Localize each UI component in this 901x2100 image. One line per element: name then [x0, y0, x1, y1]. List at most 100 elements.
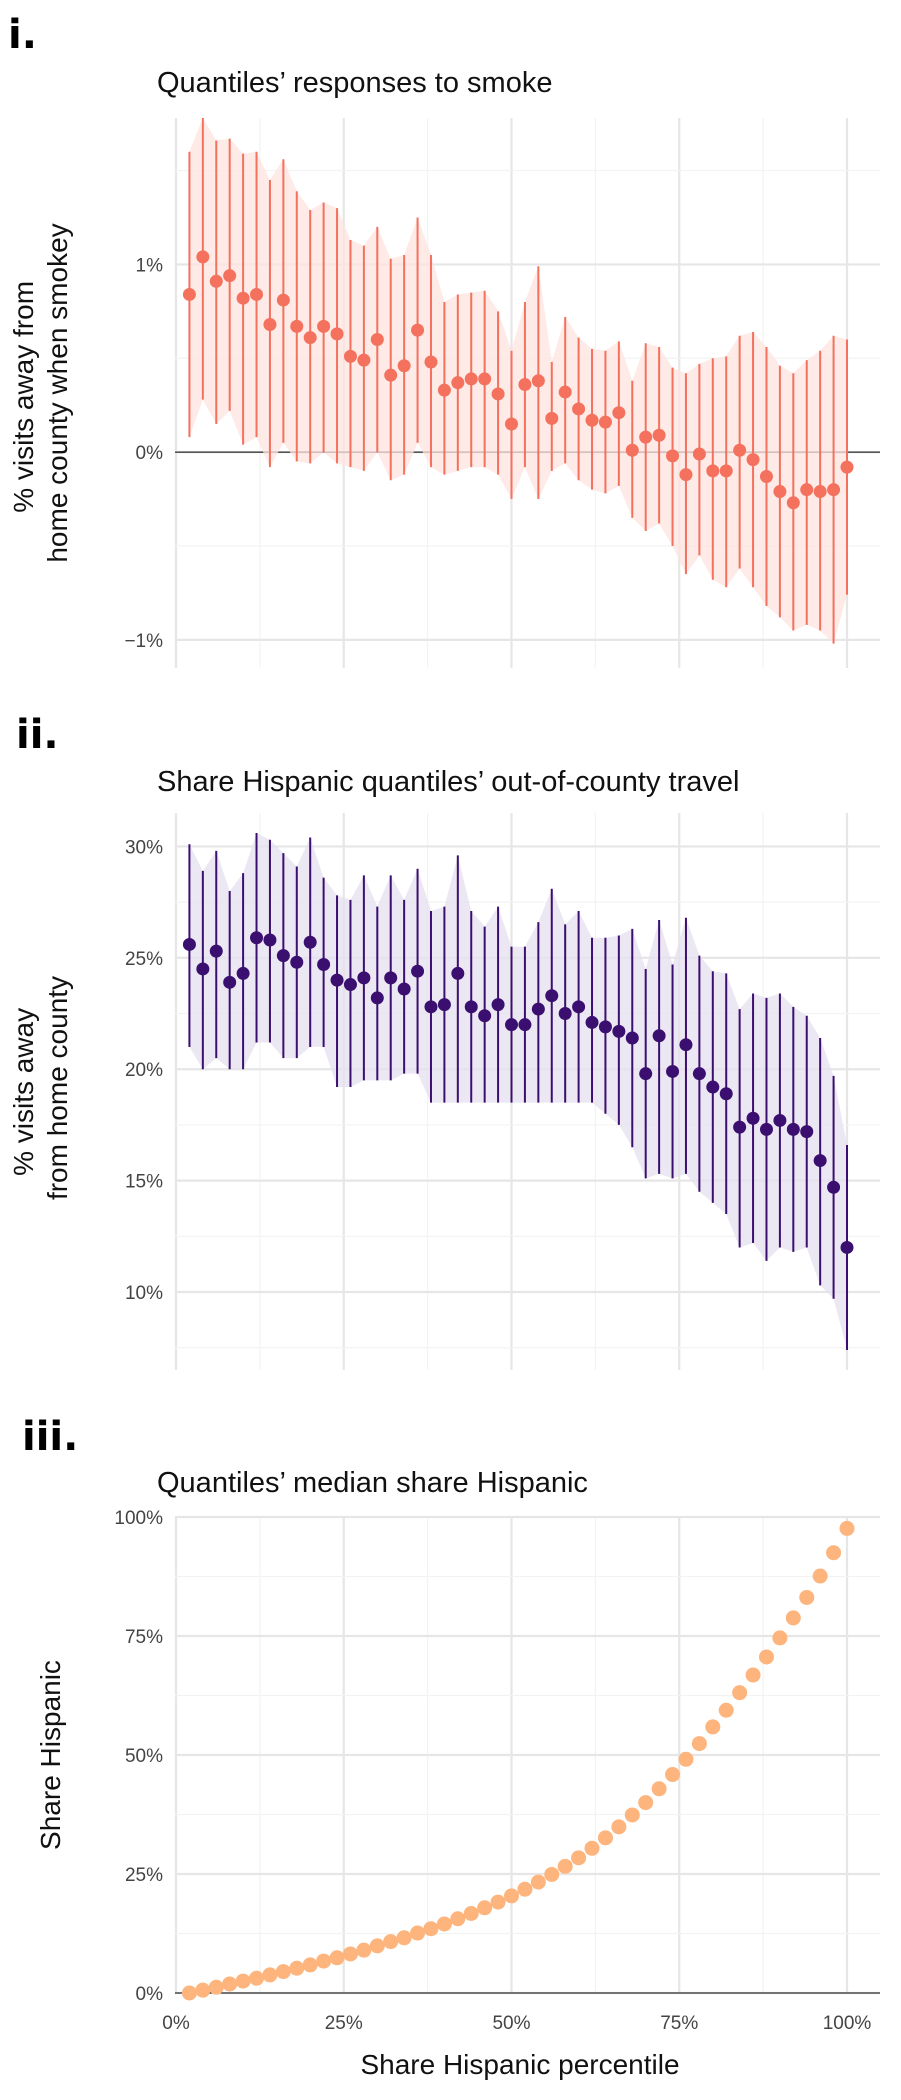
data-point [330, 973, 344, 987]
data-point [638, 1795, 654, 1811]
data-point [316, 1953, 332, 1969]
data-point [410, 1925, 426, 1941]
data-point [518, 378, 532, 392]
data-point [718, 1702, 734, 1718]
data-point [504, 1888, 519, 1904]
data-point [262, 1967, 278, 1983]
data-point [745, 1667, 761, 1683]
data-point [181, 1985, 197, 2001]
data-point [303, 935, 317, 949]
y-tick-label: 0% [136, 443, 164, 464]
x-tick-label: 50% [492, 2013, 530, 2034]
panel-iii-y-ticks: 0% 25% 50% 75% 100% [114, 1508, 163, 2005]
y-tick-label: 25% [125, 949, 163, 970]
panel-i-y-ticks: −1% 0% 1% [124, 255, 163, 651]
data-point [558, 385, 572, 399]
data-point [759, 1122, 773, 1136]
data-point [758, 1649, 774, 1665]
data-point [786, 1122, 800, 1136]
data-point [812, 1568, 828, 1584]
data-point [182, 287, 196, 301]
panel-ii: ii. Share Hispanic quantiles’ out-of-cou… [8, 712, 880, 1370]
data-point [437, 383, 451, 397]
data-point [275, 1964, 291, 1980]
data-point [572, 1000, 586, 1014]
data-point [705, 1719, 721, 1735]
data-point [250, 287, 264, 301]
data-point [222, 1976, 238, 1992]
panel-i-y-axis-title-line-1: % visits away from [8, 281, 39, 513]
data-point [478, 1009, 492, 1023]
data-point [612, 1024, 626, 1038]
panel-iii-title: Quantiles’ median share Hispanic [157, 1467, 588, 1499]
y-tick-label: 20% [125, 1060, 163, 1081]
data-point [196, 962, 210, 976]
data-point [342, 1946, 358, 1962]
data-point [678, 1751, 694, 1767]
panel-i-title: Quantiles’ responses to smoke [157, 67, 552, 99]
panel-ii-y-axis-title: % visits away from home county [8, 976, 73, 1200]
data-point [666, 449, 680, 463]
data-point [799, 1589, 815, 1605]
data-point [545, 989, 559, 1003]
data-point [196, 250, 210, 264]
y-tick-label: 25% [125, 1865, 163, 1886]
panel-iii-y-axis-title-line-1: Share Hispanic [35, 1660, 66, 1850]
x-tick-label: 75% [660, 2013, 698, 2034]
data-point [706, 1080, 720, 1094]
data-point [719, 464, 733, 478]
data-point [250, 931, 264, 945]
data-point [557, 1858, 573, 1874]
data-point [370, 333, 384, 347]
data-point [437, 998, 451, 1012]
confidence-band [189, 833, 847, 1350]
data-point [800, 1125, 814, 1139]
data-point [518, 1018, 532, 1032]
data-point [209, 274, 223, 288]
data-point [195, 1982, 211, 1998]
data-point [639, 430, 653, 444]
panel-i-points [182, 250, 854, 510]
data-point [236, 291, 250, 305]
data-point [491, 387, 505, 401]
x-tick-label: 0% [162, 2013, 190, 2034]
data-point [786, 496, 800, 510]
data-point [424, 355, 438, 369]
data-point [505, 417, 518, 431]
data-point [436, 1916, 452, 1932]
data-point [223, 975, 237, 989]
data-point [276, 293, 290, 307]
data-point [397, 982, 411, 996]
panel-i-label: i. [8, 12, 37, 58]
data-point [517, 1881, 533, 1897]
data-point [223, 269, 237, 283]
panel-ii-y-ticks: 10% 15% 20% 25% 30% [125, 837, 163, 1304]
y-tick-label: 100% [114, 1508, 163, 1529]
data-point [652, 428, 666, 442]
panel-i-y-axis-title: % visits away from home county when smok… [8, 223, 73, 562]
x-tick-label: 25% [325, 2013, 363, 2034]
panel-i-ci-band [189, 118, 847, 644]
data-point [826, 1545, 842, 1561]
data-point [235, 1973, 251, 1989]
panel-ii-points [182, 931, 854, 1254]
data-point [490, 1894, 506, 1910]
data-point [679, 468, 693, 482]
data-point [679, 1038, 693, 1052]
data-point [840, 1240, 854, 1254]
panel-iii-x-ticks: 0% 25% 50% 75% 100% [162, 2013, 871, 2034]
panel-ii-title: Share Hispanic quantiles’ out-of-county … [157, 766, 739, 798]
panel-iii-points [181, 1520, 855, 2001]
data-point [182, 937, 196, 951]
data-point [612, 406, 626, 420]
data-point [746, 1111, 760, 1125]
data-point [585, 1015, 599, 1029]
data-point [585, 413, 599, 427]
data-point [785, 1610, 801, 1626]
data-point [397, 359, 411, 373]
data-point [384, 368, 398, 382]
data-point [571, 1850, 587, 1866]
data-point [759, 470, 773, 484]
data-point [665, 1767, 681, 1783]
data-point [289, 1960, 305, 1976]
